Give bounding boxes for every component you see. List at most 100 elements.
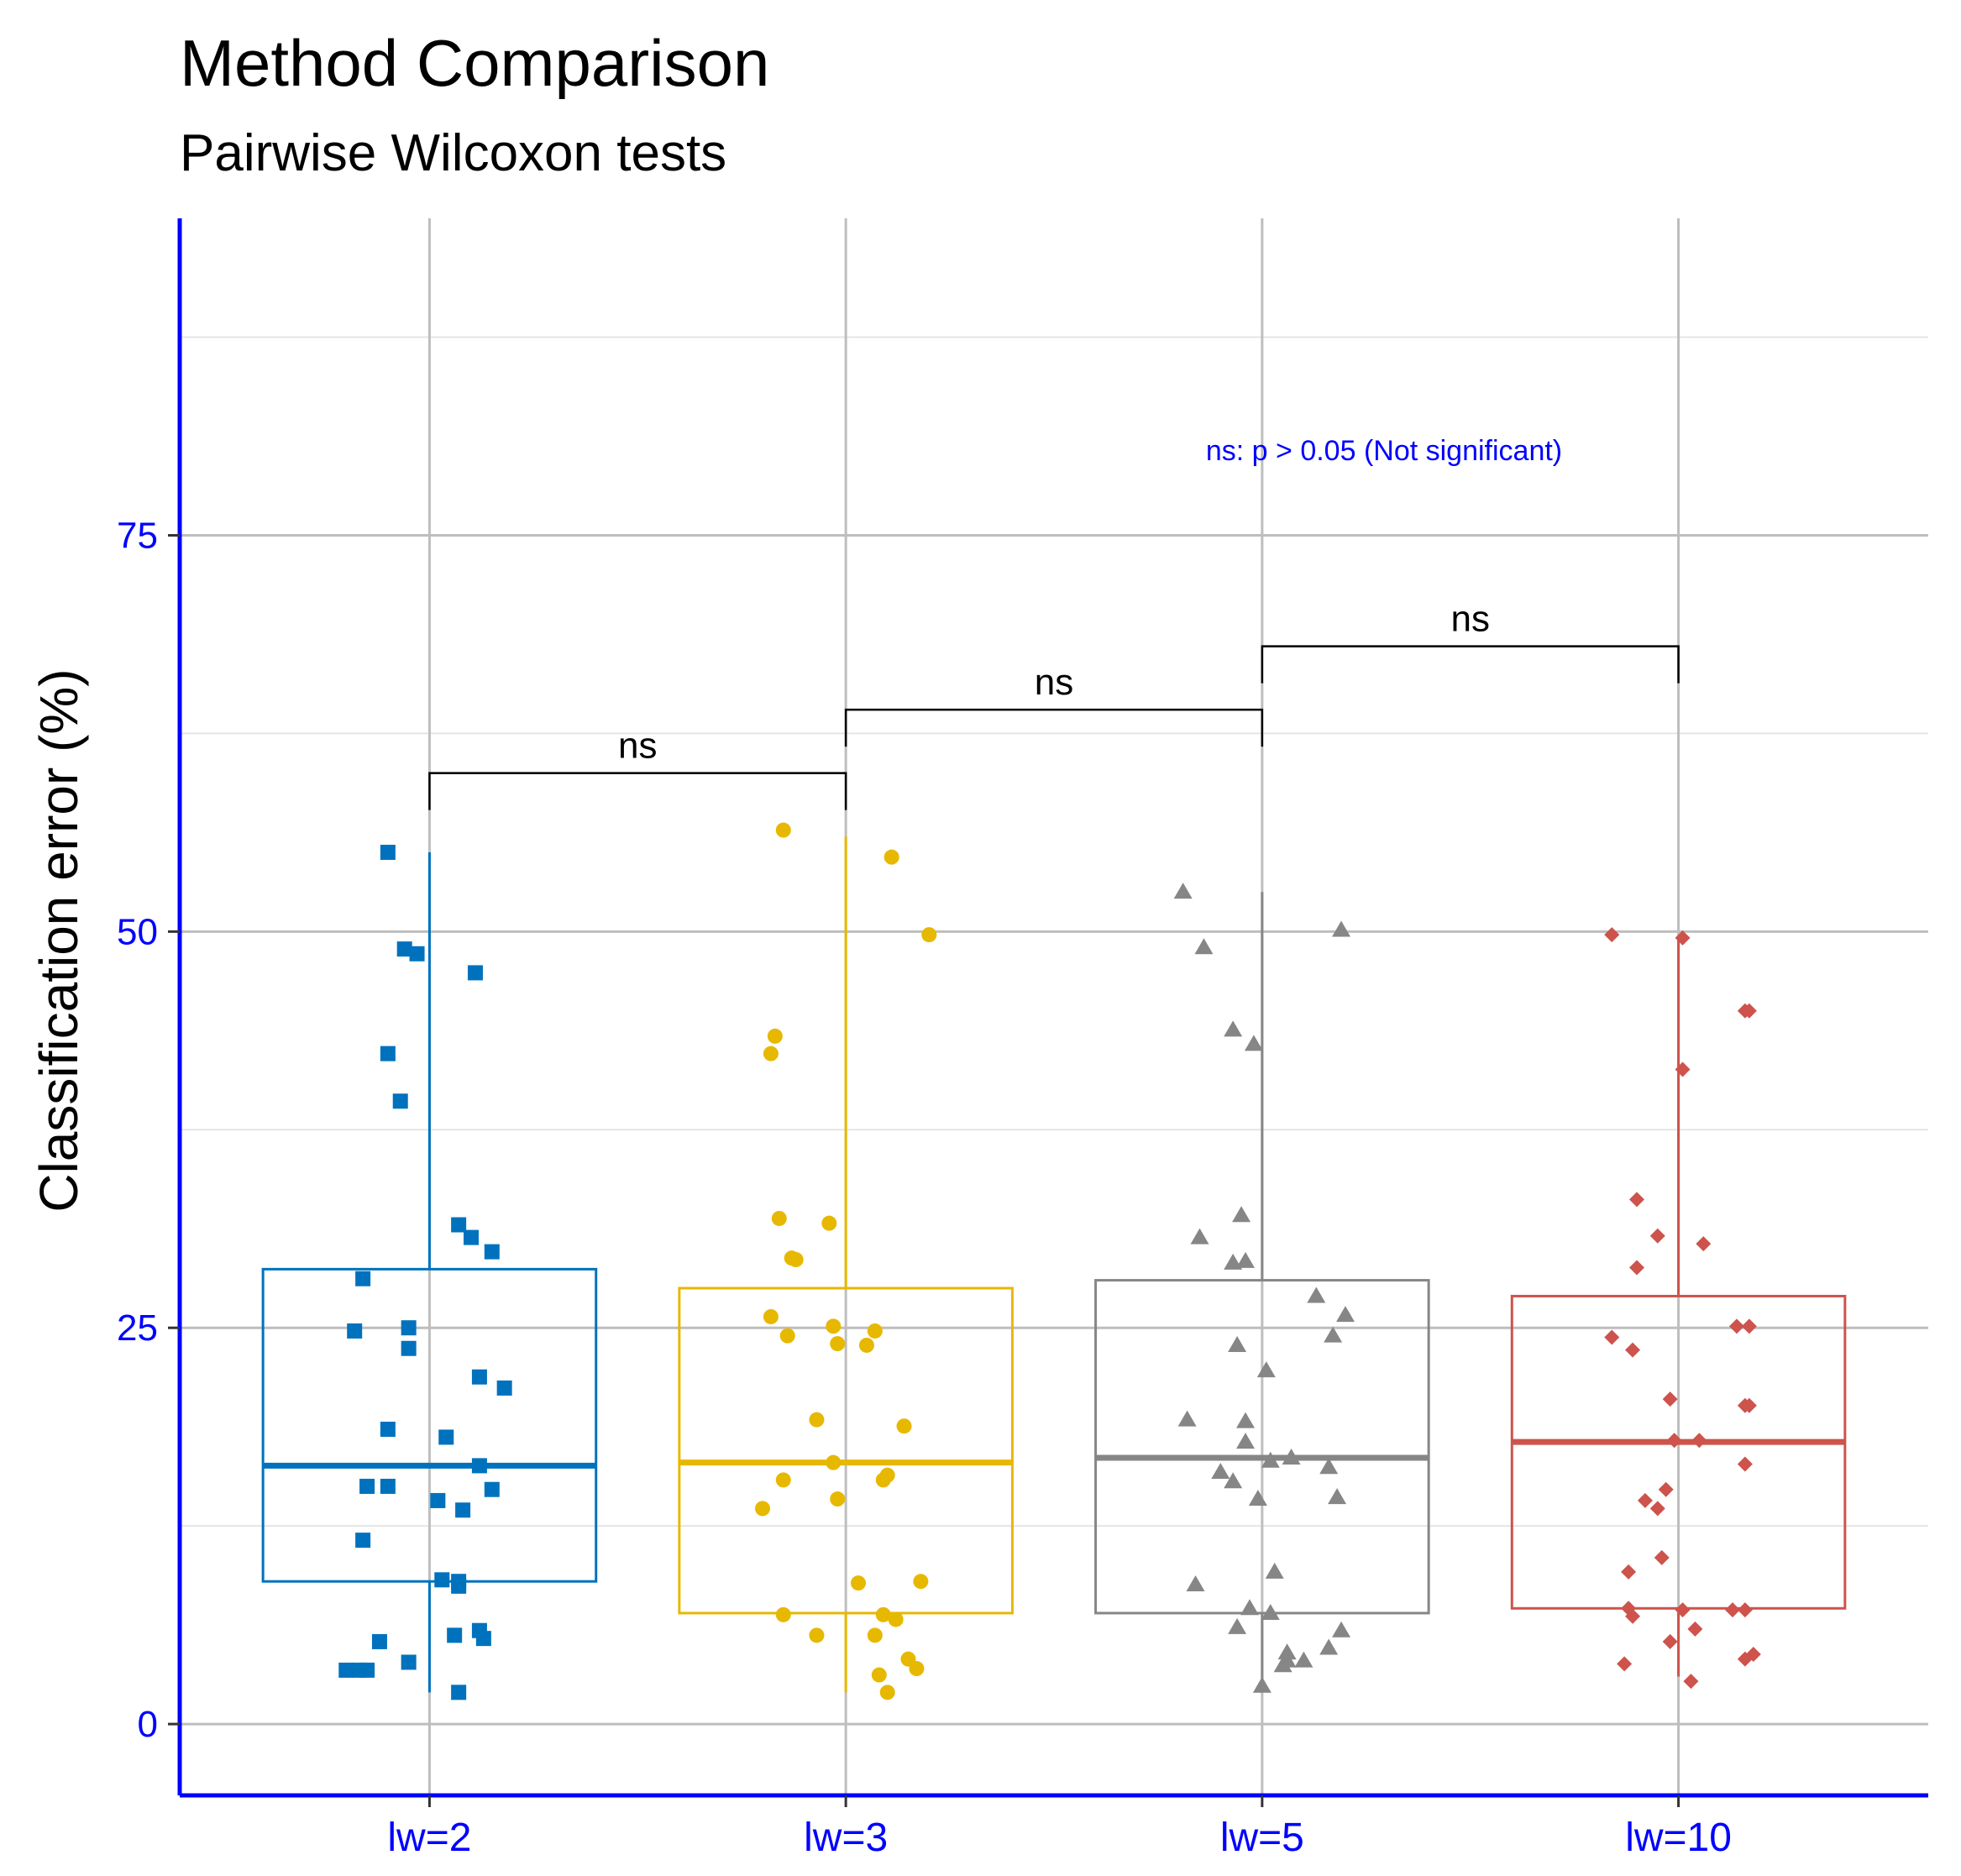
data-point — [467, 965, 483, 981]
data-point — [1240, 1599, 1259, 1616]
data-point — [1604, 927, 1620, 943]
data-point — [858, 1337, 874, 1353]
data-point — [767, 1028, 783, 1044]
data-point — [1307, 1286, 1326, 1303]
data-point — [1737, 1456, 1753, 1472]
data-point — [1625, 1608, 1641, 1624]
data-point — [1224, 1472, 1243, 1489]
data-point — [879, 1685, 895, 1700]
data-point — [1741, 1318, 1757, 1334]
data-point — [1236, 1251, 1256, 1268]
data-point — [1177, 1410, 1197, 1427]
comparison-label: ns — [618, 726, 657, 767]
data-point — [1625, 1342, 1641, 1358]
data-point — [871, 1667, 887, 1683]
data-point — [1617, 1656, 1633, 1672]
data-point — [788, 1252, 804, 1268]
chart-subtitle: Pairwise Wilcoxon tests — [180, 124, 727, 182]
data-point — [1244, 1035, 1263, 1051]
data-point — [1190, 1228, 1209, 1245]
data-point — [1691, 1433, 1707, 1449]
data-point — [380, 1478, 396, 1494]
data-point — [1737, 1397, 1753, 1413]
data-point — [867, 1627, 883, 1643]
y-tick-label: 75 — [117, 515, 158, 556]
data-point — [1604, 1329, 1620, 1345]
data-point — [826, 1318, 842, 1334]
chart-title: Method Comparison — [180, 26, 770, 100]
x-tick-label: lw=2 — [387, 1816, 471, 1860]
data-point — [1261, 1451, 1280, 1468]
y-tick-label: 50 — [117, 911, 158, 952]
data-point — [763, 1045, 779, 1061]
data-point — [396, 941, 412, 957]
data-point — [830, 1336, 846, 1352]
data-point — [1629, 1260, 1644, 1276]
data-point — [355, 1533, 371, 1548]
data-point — [447, 1627, 463, 1643]
data-point — [1211, 1462, 1230, 1479]
data-point — [455, 1502, 471, 1518]
data-point — [1324, 1326, 1343, 1343]
x-tick-label: lw=10 — [1625, 1816, 1732, 1860]
box-lw=5 — [1094, 1279, 1430, 1615]
data-point — [1649, 1501, 1665, 1517]
data-point — [475, 1631, 491, 1647]
data-point — [434, 1572, 450, 1588]
x-tick-label: lw=3 — [804, 1816, 888, 1860]
data-point — [809, 1627, 825, 1643]
data-point — [1675, 930, 1691, 946]
data-point — [1637, 1492, 1653, 1508]
data-point — [1336, 1306, 1355, 1323]
data-point — [1173, 883, 1193, 899]
data-point — [451, 1685, 467, 1700]
data-point — [821, 1215, 837, 1231]
data-point — [1261, 1603, 1280, 1620]
data-point — [1282, 1448, 1301, 1465]
data-point — [409, 946, 425, 962]
data-point — [883, 849, 899, 865]
data-point — [1741, 1003, 1757, 1019]
data-point — [380, 1422, 396, 1438]
data-point — [1621, 1564, 1637, 1580]
data-point — [1654, 1549, 1670, 1565]
data-point — [438, 1429, 454, 1445]
comparison-bracket — [1261, 645, 1680, 684]
data-point — [1236, 1412, 1256, 1428]
data-point — [1252, 1676, 1272, 1693]
significance-note: ns: p > 0.05 (Not significant) — [1206, 435, 1562, 467]
data-point — [392, 1093, 408, 1109]
data-point — [1328, 1488, 1347, 1505]
data-point — [1228, 1617, 1247, 1634]
box-lw=2 — [261, 1267, 598, 1583]
data-point — [401, 1654, 417, 1670]
data-point — [484, 1244, 500, 1260]
point-layer — [338, 822, 1761, 1700]
comparison-bracket — [844, 708, 1264, 747]
data-point — [347, 1323, 363, 1339]
data-point — [913, 1574, 929, 1590]
data-point — [1228, 1335, 1247, 1352]
data-point — [826, 1454, 842, 1470]
data-point — [1662, 1633, 1678, 1649]
data-point — [1319, 1638, 1339, 1655]
data-point — [451, 1578, 467, 1594]
data-point — [1675, 1602, 1691, 1618]
data-point — [338, 1662, 354, 1678]
data-point — [380, 1045, 396, 1061]
data-point — [875, 1606, 891, 1622]
data-point — [1256, 1361, 1276, 1378]
data-point — [401, 1320, 417, 1336]
data-point — [1683, 1674, 1699, 1690]
data-point — [755, 1501, 770, 1517]
data-point — [763, 1308, 779, 1324]
data-point — [464, 1229, 479, 1245]
data-point — [496, 1380, 512, 1396]
y-axis-title: Classification error (%) — [29, 668, 89, 1212]
data-point — [809, 1412, 825, 1428]
data-point — [1248, 1490, 1267, 1507]
data-point — [359, 1478, 375, 1494]
data-point — [1696, 1236, 1712, 1252]
data-point — [1273, 1656, 1292, 1673]
data-point — [779, 1328, 795, 1344]
